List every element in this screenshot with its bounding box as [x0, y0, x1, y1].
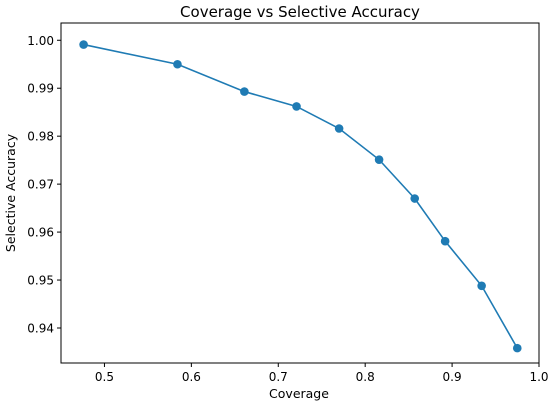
x-tick-label: 0.8 [356, 370, 375, 384]
x-tick-label: 1.0 [529, 370, 548, 384]
x-tick-label: 0.5 [95, 370, 114, 384]
x-tick-label: 0.9 [443, 370, 462, 384]
y-tick-label: 0.94 [27, 321, 54, 335]
x-axis-label: Coverage [269, 386, 329, 401]
data-point [292, 102, 301, 111]
x-tick-label: 0.6 [182, 370, 201, 384]
y-axis-label: Selective Accuracy [3, 133, 18, 252]
plot-area-frame [60, 22, 540, 364]
y-tick-label: 0.96 [27, 226, 54, 240]
chart-title: Coverage vs Selective Accuracy [180, 3, 420, 21]
x-tick-label: 0.7 [269, 370, 288, 384]
data-point [334, 124, 344, 133]
data-point [512, 343, 522, 353]
data-point [410, 194, 420, 203]
series-markers [79, 40, 522, 353]
series-line [83, 43, 518, 349]
data-point [240, 87, 249, 96]
data-point [79, 40, 88, 49]
y-tick-label: 0.95 [27, 274, 54, 288]
x-axis: 0.5 0.6 0.7 0.8 0.9 1.0 [95, 363, 549, 384]
y-tick-label: 0.99 [27, 82, 54, 96]
data-point [440, 236, 450, 246]
y-tick-label: 1.00 [27, 34, 54, 48]
y-axis: 0.94 0.95 0.96 0.97 0.98 0.99 1.00 [27, 34, 61, 335]
y-tick-label: 0.97 [27, 178, 54, 192]
y-tick-label: 0.98 [27, 130, 54, 144]
data-point [477, 281, 486, 291]
data-point [374, 155, 384, 164]
data-point [173, 59, 182, 69]
